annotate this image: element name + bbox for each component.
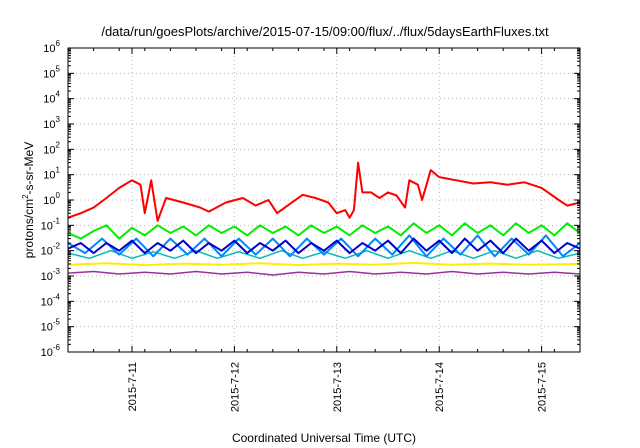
y-tick-label: 105 bbox=[43, 64, 60, 80]
series-line-1 bbox=[67, 161, 581, 222]
y-tick-label: 101 bbox=[43, 166, 60, 182]
series-line-4 bbox=[67, 237, 581, 255]
y-tick-label: 106 bbox=[43, 39, 60, 55]
x-tick-label: 2015-7-11 bbox=[127, 362, 139, 411]
y-axis-label-post: -s-sr-MeV bbox=[22, 142, 36, 195]
y-tick-label: 10-1 bbox=[41, 216, 61, 232]
y-tick-label: 103 bbox=[43, 115, 60, 131]
series-line-7 bbox=[67, 270, 581, 276]
x-axis-label: Coordinated Universal Time (UTC) bbox=[232, 431, 416, 445]
chart-title: /data/run/goesPlots/archive/2015-07-15/0… bbox=[101, 24, 549, 39]
series-line-3 bbox=[67, 234, 581, 258]
y-tick-label: 10-4 bbox=[41, 292, 61, 308]
y-tick-label: 104 bbox=[43, 90, 60, 106]
y-tick-label: 100 bbox=[43, 191, 60, 207]
y-axis-ticks: 10-6 10-5 10-4 10-3 10-2 10-1 100 101 102 103 104 1… bbox=[41, 39, 580, 359]
series-line-6 bbox=[67, 261, 581, 267]
series-line-2 bbox=[67, 222, 581, 240]
y-tick-label: 10-5 bbox=[41, 318, 61, 334]
series-line-5 bbox=[67, 249, 581, 260]
y-tick-label: 10-3 bbox=[41, 267, 61, 283]
y-tick-label: 102 bbox=[43, 140, 60, 156]
x-tick-label: 2015-7-12 bbox=[229, 362, 241, 412]
series-group bbox=[67, 161, 581, 276]
x-tick-label: 2015-7-14 bbox=[434, 362, 446, 412]
x-tick-label: 2015-7-13 bbox=[332, 362, 344, 412]
y-tick-label: 10-2 bbox=[41, 242, 61, 258]
x-axis-ticks: 2015-7-11 2015-7-12 2015-7-13 2015-7-14 2015… bbox=[67, 48, 581, 412]
y-axis-label-pre: protons/cm bbox=[22, 199, 36, 258]
x-tick-label: 2015-7-15 bbox=[537, 362, 549, 412]
y-axis-label: protons/cm2-s-sr-MeV bbox=[21, 142, 36, 258]
y-axis-label-sup: 2 bbox=[21, 194, 30, 199]
y-tick-label: 10-6 bbox=[41, 343, 61, 359]
